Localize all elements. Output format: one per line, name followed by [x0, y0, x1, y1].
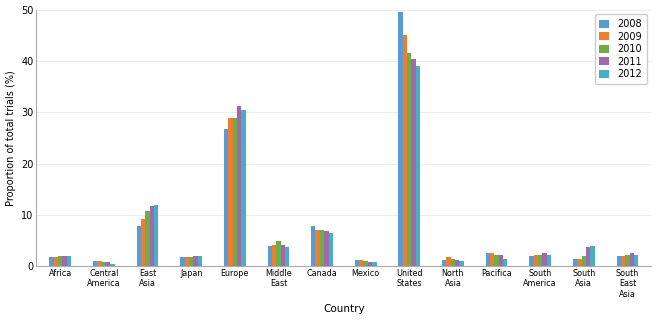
Bar	[110, 264, 115, 266]
Bar	[106, 262, 110, 266]
Bar	[141, 219, 145, 266]
Bar	[58, 256, 62, 266]
Bar	[398, 12, 403, 266]
Bar	[154, 205, 158, 266]
Bar	[54, 257, 58, 266]
Bar	[102, 262, 106, 266]
Bar	[451, 259, 455, 266]
Bar	[228, 118, 233, 266]
Bar	[533, 255, 538, 266]
Bar	[328, 233, 333, 266]
Bar	[625, 255, 629, 266]
Bar	[591, 246, 595, 266]
Bar	[241, 110, 246, 266]
Bar	[538, 255, 543, 266]
Bar	[499, 255, 503, 266]
Bar	[180, 257, 185, 266]
Bar	[233, 118, 237, 266]
Bar	[403, 35, 407, 266]
Bar	[276, 241, 281, 266]
Bar	[285, 247, 289, 266]
Bar	[486, 253, 490, 266]
Bar	[459, 261, 464, 266]
Legend: 2008, 2009, 2010, 2011, 2012: 2008, 2009, 2010, 2011, 2012	[595, 14, 646, 84]
Bar	[324, 231, 328, 266]
Bar	[547, 254, 551, 266]
X-axis label: Country: Country	[323, 304, 365, 315]
Bar	[407, 53, 411, 266]
Bar	[373, 262, 376, 266]
Bar	[311, 226, 315, 266]
Bar	[503, 259, 507, 266]
Bar	[237, 106, 241, 266]
Bar	[490, 253, 494, 266]
Y-axis label: Proportion of total trials (%): Proportion of total trials (%)	[5, 70, 16, 206]
Bar	[93, 261, 97, 266]
Bar	[320, 230, 324, 266]
Bar	[616, 256, 621, 266]
Bar	[455, 260, 459, 266]
Bar	[411, 60, 416, 266]
Bar	[442, 260, 446, 266]
Bar	[363, 261, 368, 266]
Bar	[573, 259, 578, 266]
Bar	[359, 260, 363, 266]
Bar	[530, 256, 533, 266]
Bar	[62, 256, 67, 266]
Bar	[581, 256, 586, 266]
Bar	[49, 257, 54, 266]
Bar	[185, 257, 189, 266]
Bar	[224, 129, 228, 266]
Bar	[355, 260, 359, 266]
Bar	[137, 226, 141, 266]
Bar	[198, 256, 202, 266]
Bar	[281, 245, 285, 266]
Bar	[145, 211, 150, 266]
Bar	[315, 230, 320, 266]
Bar	[267, 246, 272, 266]
Bar	[543, 253, 547, 266]
Bar	[416, 66, 420, 266]
Bar	[193, 256, 198, 266]
Bar	[368, 262, 373, 266]
Bar	[621, 256, 625, 266]
Bar	[67, 256, 71, 266]
Bar	[629, 253, 634, 266]
Bar	[586, 247, 591, 266]
Bar	[578, 259, 581, 266]
Bar	[494, 254, 499, 266]
Bar	[189, 257, 193, 266]
Bar	[150, 206, 154, 266]
Bar	[97, 261, 102, 266]
Bar	[634, 254, 639, 266]
Bar	[272, 245, 276, 266]
Bar	[446, 257, 451, 266]
